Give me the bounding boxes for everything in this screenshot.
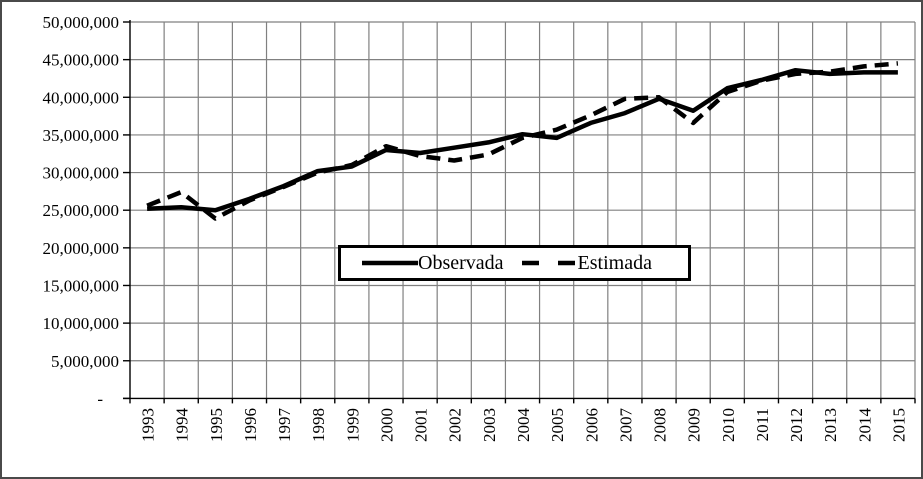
x-tick-label-group: 1999 xyxy=(343,408,362,442)
x-tick-label: 2000 xyxy=(377,408,396,442)
x-tick-label-group: 1994 xyxy=(173,408,192,443)
x-tick-label: 2011 xyxy=(753,408,772,441)
x-tick-label: 2003 xyxy=(480,408,499,442)
x-tick-label-group: 2011 xyxy=(753,408,772,441)
y-tick-label: 45,000,000 xyxy=(43,51,120,70)
x-tick-label-group: 2014 xyxy=(855,408,874,443)
legend-estimada-line-sample xyxy=(521,259,578,267)
x-tick-label: 2014 xyxy=(855,408,874,443)
y-tick-label: 35,000,000 xyxy=(43,126,120,145)
legend-observada-label: Observada xyxy=(418,252,504,274)
y-tick-label: 25,000,000 xyxy=(43,201,120,220)
x-tick-label: 2013 xyxy=(821,408,840,442)
x-tick-label: 1996 xyxy=(241,408,260,442)
x-tick-label: 1998 xyxy=(309,408,328,442)
x-tick-label-group: 2015 xyxy=(889,408,908,442)
x-tick-label: 2006 xyxy=(582,408,601,442)
legend-estimada-label: Estimada xyxy=(577,252,652,274)
x-tick-label: 1993 xyxy=(139,408,158,442)
y-tick-label: 50,000,000 xyxy=(43,13,120,32)
y-tick-label: 40,000,000 xyxy=(43,88,120,107)
x-tick-label: 2002 xyxy=(446,408,465,442)
legend: Observada Estimada xyxy=(338,245,691,281)
x-tick-label: 2005 xyxy=(548,408,567,442)
x-tick-label-group: 2003 xyxy=(480,408,499,442)
x-tick-label-group: 2012 xyxy=(787,408,806,442)
gridlines xyxy=(130,21,916,399)
x-tick-label: 1997 xyxy=(275,408,294,443)
x-tick-label-group: 2007 xyxy=(616,408,635,443)
x-tick-label: 2012 xyxy=(787,408,806,442)
x-tick-label: 2009 xyxy=(685,408,704,442)
y-tick-label: - xyxy=(97,389,103,408)
dashed-line-icon xyxy=(521,260,578,266)
x-tick-label: 2004 xyxy=(514,408,533,443)
y-axis-labels: 50,000,000 45,000,000 40,000,000 35,000,000… xyxy=(43,13,120,408)
y-tick-label: 5,000,000 xyxy=(51,352,119,371)
x-tick-label-group: 1995 xyxy=(207,408,226,442)
x-tick-label: 2010 xyxy=(719,408,738,442)
x-tick-label: 2008 xyxy=(651,408,670,442)
x-tick-label-group: 1997 xyxy=(275,408,294,443)
x-tick-label-group: 2013 xyxy=(821,408,840,442)
x-tick-label-group: 2004 xyxy=(514,408,533,443)
axes xyxy=(123,20,916,404)
x-tick-label: 2015 xyxy=(889,408,908,442)
x-tick-label-group: 1993 xyxy=(139,408,158,442)
x-tick-label: 2007 xyxy=(616,408,635,443)
x-tick-label-group: 2000 xyxy=(377,408,396,442)
x-tick-label-group: 2010 xyxy=(719,408,738,442)
x-tick-label-group: 2002 xyxy=(446,408,465,442)
x-axis-labels: 1993 1994 1995 1996 1997 1998 1999 2000 2001 2002… xyxy=(139,408,909,443)
x-tick-label: 1995 xyxy=(207,408,226,442)
solid-line-icon xyxy=(362,260,418,266)
y-tick-label: 20,000,000 xyxy=(43,239,120,258)
x-tick-label-group: 1996 xyxy=(241,408,260,442)
y-tick-label: 15,000,000 xyxy=(43,276,120,295)
x-tick-label-group: 2008 xyxy=(651,408,670,442)
x-tick-label: 2001 xyxy=(412,408,431,442)
y-tick-label: 10,000,000 xyxy=(43,314,120,333)
legend-observada-line-sample xyxy=(362,259,418,267)
x-tick-label-group: 2001 xyxy=(412,408,431,442)
x-tick-label-group: 2009 xyxy=(685,408,704,442)
x-tick-label-group: 2006 xyxy=(582,408,601,442)
series-estimada-line xyxy=(146,61,899,221)
x-tick-label: 1999 xyxy=(343,408,362,442)
x-tick-label-group: 2005 xyxy=(548,408,567,442)
x-tick-label: 1994 xyxy=(173,408,192,443)
y-tick-label: 30,000,000 xyxy=(43,164,120,183)
x-tick-label-group: 1998 xyxy=(309,408,328,442)
